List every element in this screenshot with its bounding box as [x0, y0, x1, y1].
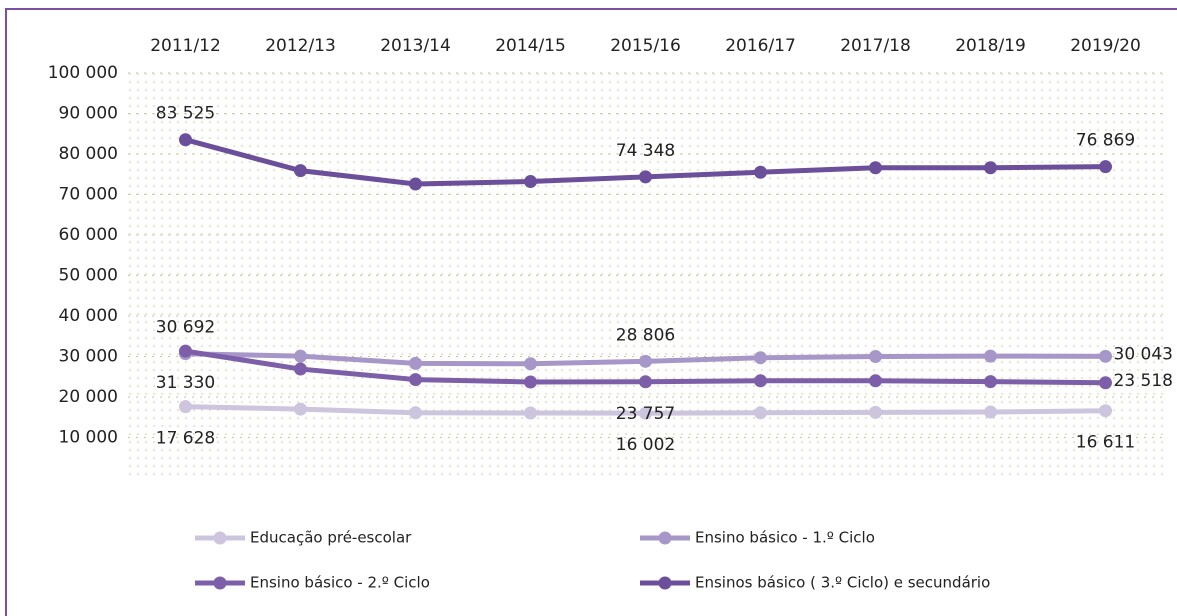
x-tick-label: 2015/16: [610, 36, 681, 56]
point: [869, 350, 882, 363]
y-tick-label: 100 000: [48, 63, 118, 83]
point: [754, 406, 767, 420]
y-tick-label: 60 000: [59, 225, 118, 245]
legend-marker: [658, 576, 672, 590]
legend-marker: [213, 576, 227, 590]
y-tick-label: 40 000: [59, 306, 118, 326]
x-tick-label: 2014/15: [495, 36, 566, 56]
data-label: 83 525: [156, 104, 215, 124]
legend-marker: [213, 531, 227, 545]
point: [639, 170, 652, 184]
point: [869, 161, 882, 175]
point: [409, 373, 422, 387]
y-tick-label: 80 000: [59, 144, 118, 164]
point: [984, 349, 997, 363]
data-label: 76 869: [1076, 131, 1135, 151]
legend-marker: [658, 531, 672, 545]
point: [639, 375, 652, 389]
x-tick-label: 2011/12: [150, 36, 221, 56]
point: [754, 351, 767, 365]
point: [984, 161, 997, 175]
point: [1099, 160, 1112, 174]
frame: [5, 8, 1177, 616]
x-tick-label: 2018/19: [955, 36, 1026, 56]
y-tick-label: 50 000: [59, 266, 118, 286]
y-tick-label: 30 000: [59, 347, 118, 367]
x-tick-label: 2019/20: [1070, 36, 1141, 56]
data-label: 16 002: [616, 435, 675, 455]
legend-label: Ensino básico - 2.º Ciclo: [250, 574, 430, 592]
x-tick-label: 2017/18: [840, 36, 911, 56]
data-label: 30 692: [156, 318, 215, 338]
point: [524, 375, 537, 389]
point: [409, 177, 422, 191]
data-label: 17 628: [156, 429, 215, 449]
y-tick-label: 10 000: [59, 428, 118, 448]
legend-label: Ensinos básico ( 3.º Ciclo) e secundário: [695, 574, 990, 592]
data-label: 31 330: [156, 373, 215, 393]
point: [409, 356, 422, 370]
point: [1099, 349, 1112, 363]
point: [869, 374, 882, 388]
point: [984, 375, 997, 389]
data-label: 30 043: [1114, 344, 1173, 364]
point: [754, 165, 767, 179]
data-label: 23 757: [616, 404, 675, 424]
y-tick-label: 90 000: [59, 104, 118, 124]
y-tick-label: 20 000: [59, 387, 118, 407]
point: [179, 344, 192, 358]
point: [409, 406, 422, 420]
point: [524, 175, 537, 189]
point: [869, 405, 882, 419]
point: [524, 406, 537, 420]
data-label: 74 348: [616, 141, 675, 161]
x-tick-label: 2016/17: [725, 36, 796, 56]
data-label: 23 518: [1114, 371, 1173, 391]
y-tick-label: 70 000: [59, 185, 118, 205]
point: [1099, 404, 1112, 418]
data-label: 16 611: [1076, 433, 1135, 453]
point: [179, 133, 192, 147]
point: [294, 362, 307, 376]
point: [294, 402, 307, 416]
point: [639, 354, 652, 368]
data-label: 28 806: [616, 325, 675, 345]
point: [524, 357, 537, 371]
x-tick-label: 2013/14: [380, 36, 451, 56]
legend-label: Educação pré-escolar: [250, 529, 412, 547]
point: [179, 400, 192, 414]
point: [294, 349, 307, 363]
point: [294, 164, 307, 178]
point: [984, 405, 997, 419]
point: [639, 406, 652, 420]
legend-label: Ensino básico - 1.º Ciclo: [695, 529, 875, 547]
x-tick-label: 2012/13: [265, 36, 336, 56]
point: [754, 374, 767, 388]
point: [1099, 376, 1112, 390]
